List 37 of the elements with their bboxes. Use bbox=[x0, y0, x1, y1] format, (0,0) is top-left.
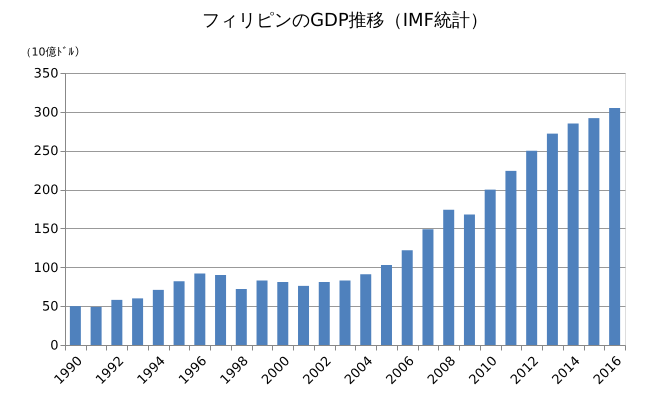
bar bbox=[546, 134, 558, 345]
bar bbox=[111, 300, 122, 345]
bar bbox=[484, 190, 496, 345]
bar bbox=[360, 274, 372, 345]
bar bbox=[90, 306, 102, 345]
bar bbox=[236, 289, 247, 345]
y-tick-label: 100 bbox=[34, 260, 58, 276]
bar bbox=[422, 229, 434, 345]
bar bbox=[256, 280, 268, 345]
y-tick-label: 350 bbox=[34, 66, 58, 82]
bar bbox=[505, 170, 516, 345]
bar bbox=[588, 118, 600, 345]
bar bbox=[402, 250, 413, 345]
bar bbox=[568, 124, 579, 345]
y-axis-title: （10億ﾄﾞﾙ） bbox=[20, 46, 86, 58]
bar bbox=[526, 150, 538, 345]
y-tick-label: 50 bbox=[42, 300, 58, 315]
bar bbox=[215, 275, 226, 345]
bar bbox=[340, 280, 350, 345]
chart-title: フィリピンのGDP推移（IMF統計） bbox=[202, 10, 488, 31]
y-tick-label: 300 bbox=[34, 105, 58, 120]
bar bbox=[464, 214, 475, 345]
bar bbox=[152, 290, 164, 345]
bar bbox=[609, 108, 620, 345]
bar bbox=[318, 282, 330, 345]
bar bbox=[194, 274, 206, 345]
y-tick-label: 200 bbox=[34, 183, 58, 198]
bar bbox=[298, 286, 310, 345]
y-tick-label: 250 bbox=[34, 144, 58, 160]
bar bbox=[70, 306, 81, 345]
y-tick-label: 150 bbox=[34, 222, 58, 237]
y-tick-label: 0 bbox=[50, 338, 58, 354]
bar bbox=[132, 298, 144, 345]
bar bbox=[443, 210, 454, 345]
bar bbox=[174, 281, 185, 345]
bar bbox=[277, 282, 288, 345]
bar bbox=[380, 264, 392, 345]
